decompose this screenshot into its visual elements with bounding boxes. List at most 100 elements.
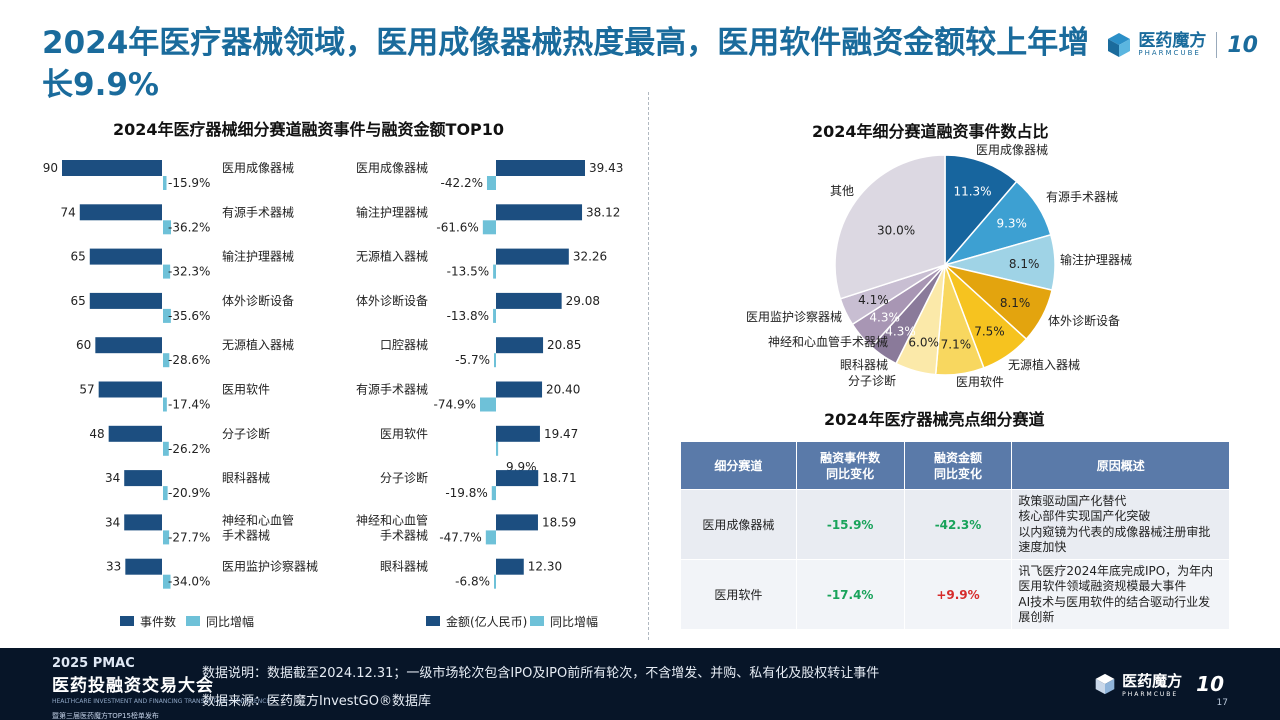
event-name-cn: 医药投融资交易大会 [52, 676, 214, 696]
reason-line: 政策驱动国产化替代 [1018, 493, 1127, 508]
pie-slice [834, 154, 946, 300]
bar-data-label: 12.30 [528, 560, 562, 574]
table-row: 医用软件 -17.4% +9.9% 讯飞医疗2024年底完成IPO，为年内 医用… [680, 559, 1230, 630]
funding-amount-bar-chart: 39.43 -42.2% 医用成像器械 38.12 -61.6% 输注护理器械 32.26 -… [356, 160, 623, 629]
table-header: 融资事件数 同比变化 [795, 441, 905, 490]
table-header: 融资金额 同比变化 [903, 441, 1013, 490]
growth-data-label: -35.6% [168, 309, 210, 323]
event-count-bar [124, 470, 162, 487]
reason-line: 讯飞医疗2024年底完成IPO，为年内 [1018, 563, 1214, 578]
category-label: 眼科器械 [380, 559, 428, 574]
funding-amount-bar [496, 381, 543, 398]
pie-value-label: 7.1% [941, 337, 972, 351]
pie-value-label: 6.0% [908, 335, 939, 349]
category-label: 神经和心血管手术器械 [356, 512, 428, 542]
growth-data-label: -27.7% [168, 530, 210, 544]
category-label: 有源手术器械 [356, 382, 428, 397]
pie-value-label: 11.3% [953, 185, 991, 199]
growth-bar [486, 176, 496, 190]
table-cell-reason: 政策驱动国产化替代 核心部件实现国产化突破 以内窥镜为代表的成像器械注册审批 速… [1011, 489, 1230, 560]
growth-data-label: -13.8% [447, 309, 489, 323]
pie-value-label: 8.1% [1000, 296, 1031, 310]
growth-bar [163, 397, 167, 412]
logo-separator [1216, 32, 1218, 58]
pie-category-label: 眼科器械 [840, 357, 888, 372]
table-row: 医用成像器械 -15.9% -42.3% 政策驱动国产化替代 核心部件实现国产化… [680, 489, 1230, 560]
page-number: 17 [1216, 698, 1228, 708]
category-label: 分子诊断 [222, 426, 270, 441]
pie-section-title: 2024年细分赛道融资事件数占比 [812, 122, 1049, 141]
bar-section-title: 2024年医疗器械细分赛道融资事件与融资金额TOP10 [113, 120, 505, 139]
category-label: 医用成像器械 [222, 160, 294, 175]
pie-category-label: 医用成像器械 [976, 142, 1048, 157]
highlight-tracks-table: 细分赛道 融资事件数 同比变化 融资金额 同比变化 原因概述 医用成像器械 -1… [680, 441, 1230, 630]
pie-value-label: 4.3% [885, 325, 916, 339]
pie-category-label: 其他 [830, 184, 854, 198]
reason-line: 以内窥镜为代表的成像器械注册审批 [1018, 524, 1211, 539]
bar-data-label: 20.40 [546, 383, 580, 397]
bar-data-label: 60 [76, 338, 91, 352]
event-count-bar [89, 292, 162, 309]
category-label: 无源植入器械 [356, 249, 428, 264]
growth-data-label: -19.8% [445, 486, 487, 500]
growth-bar [494, 353, 496, 368]
pie-value-label: 8.1% [1009, 257, 1040, 271]
anniversary-mark: 10 [1227, 32, 1258, 58]
growth-data-label: -42.2% [441, 176, 483, 190]
pie-category-label: 有源手术器械 [1046, 189, 1118, 204]
bar-data-label: 34 [105, 471, 120, 485]
funding-amount-bar [496, 514, 538, 531]
bar-data-label: 90 [43, 161, 58, 175]
category-label: 分子诊断 [380, 470, 428, 485]
growth-data-label: -5.7% [455, 353, 490, 367]
category-label: 医用软件 [222, 383, 270, 397]
table-cell-event-change: -15.9% [795, 489, 905, 560]
growth-bar [163, 530, 170, 545]
page-title: 2024年医疗器械领域，医用成像器械热度最高，医用软件融资金额较上年增长9.9% [42, 25, 1090, 103]
reason-line: 医用软件领域融资规模最大事件 [1018, 579, 1187, 593]
reason-line: 核心部件实现国产化突破 [1018, 509, 1151, 523]
bar-data-label: 19.47 [544, 427, 578, 441]
legend-label: 事件数 [140, 614, 176, 629]
growth-bar [163, 220, 171, 235]
bar-data-label: 18.71 [542, 471, 576, 485]
logo-cn-text: 医药魔方 [1138, 31, 1207, 51]
growth-bar [485, 530, 496, 545]
pie-category-label: 医用软件 [956, 375, 1004, 389]
table-header: 细分赛道 [680, 441, 797, 490]
growth-bar [480, 397, 496, 412]
event-count-bar-chart: 90 -15.9% 医用成像器械 74 -36.2% 有源手术器械 65 -32.3% 输注护理… [43, 160, 318, 629]
table-cell-amount-change: -42.3% [903, 489, 1013, 560]
bar-data-label: 39.43 [589, 161, 623, 175]
category-label: 有源手术器械 [222, 204, 294, 219]
growth-bar [163, 353, 170, 368]
growth-bar [493, 264, 496, 279]
table-cell-reason: 讯飞医疗2024年底完成IPO，为年内 医用软件领域融资规模最大事件 AI技术与… [1011, 559, 1230, 630]
event-name-en: 2025 PMAC [52, 656, 135, 671]
category-label: 体外诊断设备 [356, 293, 428, 308]
pie-category-label: 神经和心血管手术器械 [768, 334, 888, 349]
reason-line: AI技术与医用软件的结合驱动行业发 [1018, 594, 1211, 609]
category-label: 医用成像器械 [356, 160, 428, 175]
category-label: 输注护理器械 [356, 204, 428, 219]
category-label: 体外诊断设备 [222, 293, 294, 308]
event-count-bar [62, 160, 162, 176]
event-count-bar [124, 514, 162, 531]
data-source: 数据来源：医药魔方InvestGO®数据库 [202, 694, 431, 709]
table-header: 原因概述 [1011, 441, 1230, 490]
growth-data-label: -15.9% [168, 176, 210, 190]
section-divider [648, 92, 649, 640]
bar-data-label: 74 [60, 205, 75, 219]
legend-label: 同比增幅 [550, 614, 598, 629]
growth-data-label: -26.2% [168, 442, 210, 456]
growth-bar [163, 441, 169, 456]
bar-data-label: 65 [70, 294, 85, 308]
funding-amount-bar [496, 204, 583, 221]
table-section-title: 2024年医疗器械亮点细分赛道 [824, 410, 1045, 429]
growth-bar [494, 574, 496, 589]
funding-amount-bar [496, 425, 540, 442]
growth-bar [163, 308, 171, 323]
funding-amount-bar [496, 292, 562, 309]
bar-data-label: 29.08 [566, 294, 600, 308]
pie-value-label: 4.1% [858, 293, 889, 307]
